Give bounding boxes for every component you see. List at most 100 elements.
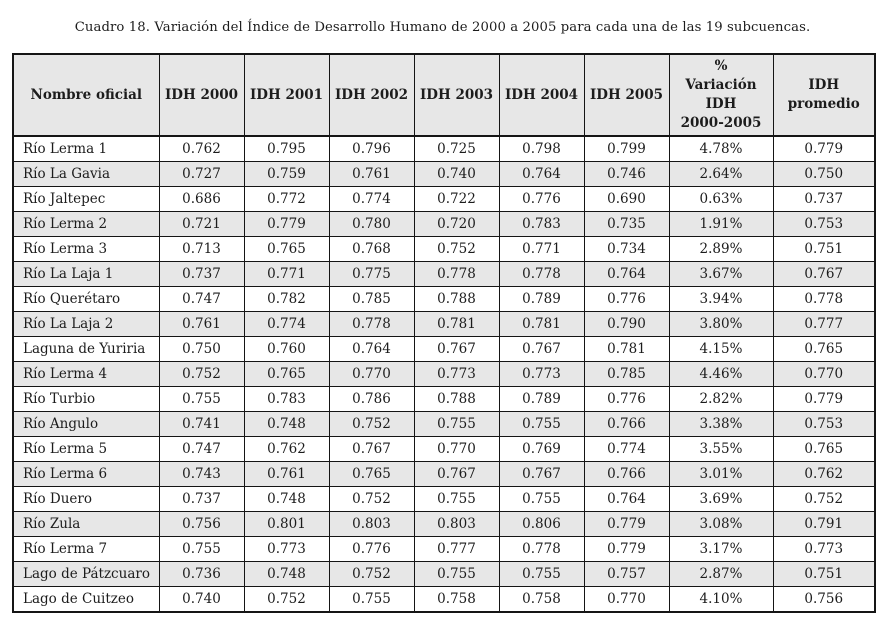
value-cell: 0.777	[413, 536, 500, 562]
value-cell: 0.781	[413, 311, 500, 337]
value-cell: 0.773	[772, 536, 876, 562]
value-cell: 0.786	[328, 386, 415, 412]
table-row: Lago de Pátzcuaro 0.736 0.748 0.752 0.755 0.7…	[12, 561, 876, 587]
value-cell: 3.80%	[668, 311, 774, 337]
value-cell: 2.64%	[668, 161, 774, 187]
value-cell: 0.770	[328, 361, 415, 387]
subcuenca-name-cell: Lago de Pátzcuaro	[12, 561, 160, 587]
table-header: Nombre oficial IDH 2000 IDH 2001 IDH 2002 ID…	[12, 53, 876, 137]
value-cell: 0.748	[243, 411, 330, 437]
value-cell: 0.795	[243, 135, 330, 162]
value-cell: 0.751	[772, 561, 876, 587]
table-row: Río Lerma 1 0.762 0.795 0.796 0.725 0.798 0.79…	[12, 135, 876, 162]
value-cell: 0.778	[413, 261, 500, 287]
value-cell: 0.748	[243, 561, 330, 587]
value-cell: 0.779	[243, 211, 330, 237]
value-cell: 0.747	[158, 286, 245, 312]
value-cell: 0.748	[243, 486, 330, 512]
value-cell: 0.778	[772, 286, 876, 312]
table-row: Río Zula 0.756 0.801 0.803 0.803 0.806 0.779 3.…	[12, 511, 876, 537]
value-cell: 3.17%	[668, 536, 774, 562]
value-cell: 0.740	[413, 161, 500, 187]
value-cell: 0.768	[328, 236, 415, 262]
value-cell: 0.751	[772, 236, 876, 262]
value-cell: 0.773	[498, 361, 585, 387]
subcuenca-name-cell: Río Jaltepec	[12, 186, 160, 212]
value-cell: 0.752	[413, 236, 500, 262]
value-cell: 0.799	[583, 135, 670, 162]
value-cell: 0.741	[158, 411, 245, 437]
value-cell: 0.747	[158, 436, 245, 462]
value-cell: 0.725	[413, 135, 500, 162]
subcuenca-name-cell: Río Lerma 3	[12, 236, 160, 262]
value-cell: 0.773	[243, 536, 330, 562]
value-cell: 2.89%	[668, 236, 774, 262]
column-header: IDH 2004	[498, 53, 585, 137]
value-cell: 0.770	[413, 436, 500, 462]
table-row: Lago de Cuitzeo 0.740 0.752 0.755 0.758 0.758…	[12, 586, 876, 613]
value-cell: 0.769	[498, 436, 585, 462]
value-cell: 0.765	[772, 336, 876, 362]
table-caption: Cuadro 18. Variación del Índice de Desar…	[74, 20, 811, 35]
value-cell: 4.78%	[668, 135, 774, 162]
value-cell: 0.779	[583, 511, 670, 537]
table-row: Río Jaltepec 0.686 0.772 0.774 0.722 0.776 0.6…	[12, 186, 876, 212]
value-cell: 0.798	[498, 135, 585, 162]
subcuenca-name-cell: Río Lerma 1	[12, 135, 160, 162]
value-cell: 0.774	[583, 436, 670, 462]
value-cell: 3.08%	[668, 511, 774, 537]
value-cell: 3.94%	[668, 286, 774, 312]
value-cell: 0.758	[498, 586, 585, 613]
value-cell: 0.720	[413, 211, 500, 237]
value-cell: 0.753	[772, 411, 876, 437]
table-row: Río Angulo 0.741 0.748 0.752 0.755 0.755 0.766…	[12, 411, 876, 437]
value-cell: 0.779	[772, 386, 876, 412]
value-cell: 0.752	[328, 486, 415, 512]
value-cell: 3.55%	[668, 436, 774, 462]
subcuenca-name-cell: Río Lerma 6	[12, 461, 160, 487]
table-row: Río Querétaro 0.747 0.782 0.785 0.788 0.789 0.…	[12, 286, 876, 312]
value-cell: 0.752	[158, 361, 245, 387]
value-cell: 0.783	[498, 211, 585, 237]
table-body: Río Lerma 1 0.762 0.795 0.796 0.725 0.798 0.79…	[12, 135, 876, 613]
value-cell: 0.734	[583, 236, 670, 262]
value-cell: 0.778	[498, 261, 585, 287]
table-row: Río Lerma 2 0.721 0.779 0.780 0.720 0.783 0.73…	[12, 211, 876, 237]
table-row: Río Lerma 4 0.752 0.765 0.770 0.773 0.773 0.78…	[12, 361, 876, 387]
column-header: IDH 2001	[243, 53, 330, 137]
value-cell: 0.770	[772, 361, 876, 387]
value-cell: 3.01%	[668, 461, 774, 487]
value-cell: 0.63%	[668, 186, 774, 212]
value-cell: 0.762	[772, 461, 876, 487]
value-cell: 0.771	[243, 261, 330, 287]
value-cell: 0.752	[772, 486, 876, 512]
value-cell: 0.765	[243, 361, 330, 387]
value-cell: 0.788	[413, 286, 500, 312]
value-cell: 0.743	[158, 461, 245, 487]
subcuenca-name-cell: Río La Gavia	[12, 161, 160, 187]
value-cell: 0.740	[158, 586, 245, 613]
value-cell: 0.761	[158, 311, 245, 337]
value-cell: 4.10%	[668, 586, 774, 613]
value-cell: 0.766	[583, 411, 670, 437]
value-cell: 0.773	[413, 361, 500, 387]
value-cell: 0.774	[243, 311, 330, 337]
value-cell: 4.46%	[668, 361, 774, 387]
value-cell: 0.788	[413, 386, 500, 412]
value-cell: 0.767	[413, 461, 500, 487]
value-cell: 0.686	[158, 186, 245, 212]
value-cell: 0.796	[328, 135, 415, 162]
value-cell: 0.737	[158, 261, 245, 287]
table-row: Río Lerma 6 0.743 0.761 0.765 0.767 0.767 0.76…	[12, 461, 876, 487]
value-cell: 0.756	[772, 586, 876, 613]
value-cell: 0.753	[772, 211, 876, 237]
value-cell: 0.762	[243, 436, 330, 462]
value-cell: 0.762	[158, 135, 245, 162]
value-cell: 0.767	[413, 336, 500, 362]
value-cell: 0.755	[498, 561, 585, 587]
value-cell: 0.775	[328, 261, 415, 287]
value-cell: 0.765	[243, 236, 330, 262]
value-cell: 3.69%	[668, 486, 774, 512]
subcuenca-name-cell: Río Lerma 2	[12, 211, 160, 237]
value-cell: 0.778	[328, 311, 415, 337]
